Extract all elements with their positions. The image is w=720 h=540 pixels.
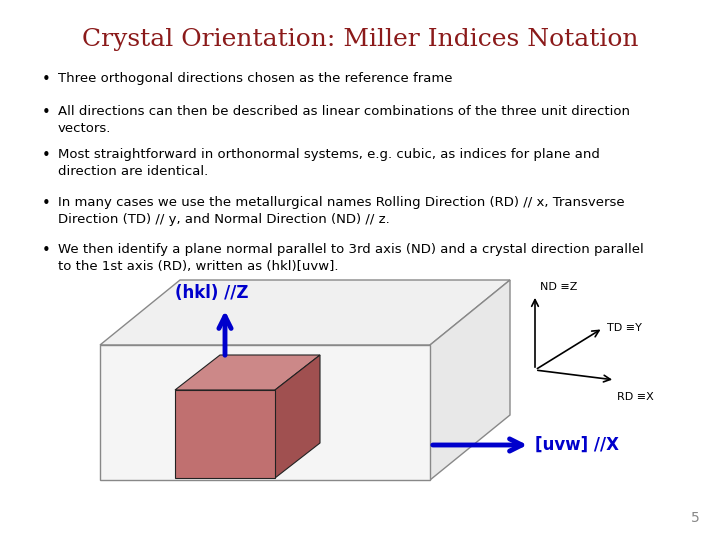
- Text: •: •: [42, 105, 50, 120]
- Text: [uvw] //X: [uvw] //X: [535, 436, 619, 454]
- Polygon shape: [175, 390, 275, 478]
- Polygon shape: [100, 345, 430, 480]
- Text: Most straightforward in orthonormal systems, e.g. cubic, as indices for plane an: Most straightforward in orthonormal syst…: [58, 148, 600, 178]
- Text: All directions can then be described as linear combinations of the three unit di: All directions can then be described as …: [58, 105, 630, 135]
- Text: TD ≡Y: TD ≡Y: [607, 323, 642, 333]
- Text: •: •: [42, 196, 50, 211]
- Text: In many cases we use the metallurgical names Rolling Direction (RD) // x, Transv: In many cases we use the metallurgical n…: [58, 196, 625, 226]
- Text: •: •: [42, 243, 50, 258]
- Polygon shape: [275, 355, 320, 478]
- Text: (hkl) //Z: (hkl) //Z: [175, 284, 248, 302]
- Text: •: •: [42, 148, 50, 163]
- Text: Three orthogonal directions chosen as the reference frame: Three orthogonal directions chosen as th…: [58, 72, 452, 85]
- Text: RD ≡X: RD ≡X: [617, 392, 654, 402]
- Polygon shape: [175, 355, 320, 390]
- Polygon shape: [100, 280, 510, 345]
- Polygon shape: [430, 280, 510, 480]
- Text: 5: 5: [691, 511, 700, 525]
- Text: ND ≡Z: ND ≡Z: [540, 282, 577, 292]
- Text: Crystal Orientation: Miller Indices Notation: Crystal Orientation: Miller Indices Nota…: [82, 28, 638, 51]
- Text: We then identify a plane normal parallel to 3rd axis (ND) and a crystal directio: We then identify a plane normal parallel…: [58, 243, 644, 273]
- Text: •: •: [42, 72, 50, 87]
